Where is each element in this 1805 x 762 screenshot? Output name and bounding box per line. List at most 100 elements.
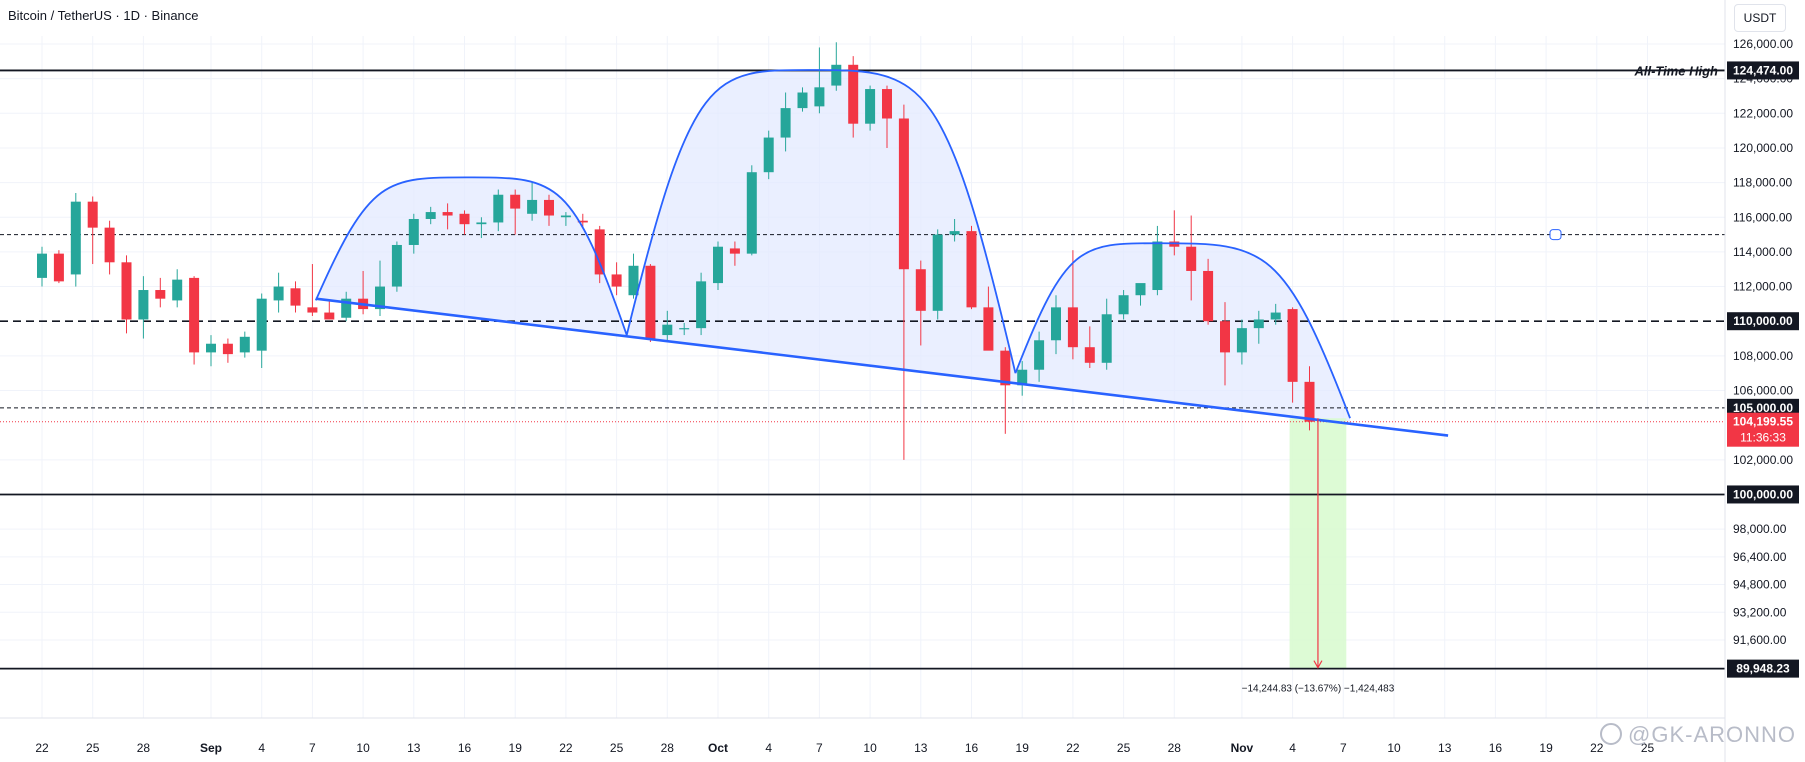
candle-body [797,92,808,109]
candle-body [1067,307,1078,348]
time-tick-label: 16 [965,741,979,755]
candle-body [780,108,791,138]
level-price-tag-label: 100,000.00 [1733,487,1793,501]
pattern-arch [1014,242,1351,419]
candle-body [206,343,216,353]
head-and-shoulders-pattern [314,69,1449,437]
candle-body [1152,241,1163,291]
price-tick-label: 91,600.00 [1733,633,1787,647]
horizontal-levels: All-Time High [0,63,1725,670]
candle-body [932,234,943,311]
chart-title: Bitcoin / TetherUS · 1D · Binance [8,8,199,23]
candle-body [594,229,605,275]
candle-body [1270,312,1281,320]
level-price-tag-label: 124,474.00 [1733,63,1793,77]
pattern-fills [315,69,1351,669]
candle-body [172,279,183,301]
candle-body [544,199,554,216]
candle-body [138,290,149,320]
measurement-tool: −14,244.83 (−13.67%) −1,424,483 [1242,418,1395,695]
candle-body [391,244,402,287]
candle-body [425,212,436,219]
candle-body [814,87,825,107]
all-time-high-label: All-Time High [1633,63,1718,78]
candle-body [966,231,977,308]
candle-body [949,231,960,235]
pattern-arch [625,69,1017,374]
candle-body [375,286,385,310]
time-tick-label: 4 [1289,741,1296,755]
candle-body [1135,283,1146,296]
candle-body [729,248,740,254]
candle-body [915,269,926,311]
candle-body [560,215,571,218]
candle-body [848,64,859,124]
candle-body [104,227,115,263]
time-tick-label: 19 [1016,741,1030,755]
level-price-tag [1727,659,1799,678]
time-tick-label: 22 [1590,741,1604,755]
time-tick-label: 4 [258,741,265,755]
time-tick-label: 19 [1539,741,1553,755]
candle-body [831,64,842,86]
price-tick-label: 114,000.00 [1733,245,1792,259]
pattern-arch [314,176,628,336]
candle-body [1017,369,1028,386]
time-tick-label: 22 [559,741,573,755]
price-tick-label: 98,000.00 [1733,522,1787,536]
watermark: @GK-ARONNO [1600,722,1796,748]
candle-body [239,336,250,353]
level-price-tag [1727,398,1799,417]
candle-body [442,212,453,216]
candle-body [273,286,284,301]
time-tick-label: 13 [407,741,421,755]
price-tick-label: 102,000.00 [1733,453,1793,467]
candle-body [493,194,504,223]
candle-body [87,201,98,228]
level-price-tag-label: 105,000.00 [1733,401,1793,415]
time-tick-label: 16 [458,741,472,755]
time-tick-label: 25 [86,741,100,755]
candle-body [476,222,487,225]
time-tick-label: 28 [1168,741,1182,755]
price-tick-label: 106,000.00 [1733,384,1793,398]
candle-body [1287,309,1298,382]
candle-body [611,274,622,287]
time-tick-label: 7 [1340,741,1347,755]
currency-selector[interactable]: USDT [1734,4,1786,32]
candle-body [290,288,301,306]
candle-body [898,118,909,270]
watermark-icon [1600,723,1622,745]
candle-body [1084,347,1095,363]
time-tick-label: 25 [610,741,624,755]
last-price-tag-label: 104,199.55 [1733,415,1793,429]
candle-body [256,298,267,351]
time-tick-label: 28 [137,741,151,755]
time-axis: 22 25 28 Sep 4 7 10 13 16 19 22 25 28 Oct 4 7 10 13 16 19 22… [0,717,1725,755]
candle-body [662,324,673,336]
price-tick-label: 122,000.00 [1733,106,1793,120]
measure-label: −14,244.83 (−13.67%) −1,424,483 [1242,684,1395,695]
time-tick-label: 19 [509,741,523,755]
candle-body [1051,307,1061,341]
candle-body [577,220,588,223]
time-tick-label: 16 [1489,741,1503,755]
candle-body [459,213,470,225]
price-tick-label: 118,000.00 [1733,176,1792,190]
candle-body [70,201,81,275]
time-tick-label: 25 [1641,741,1655,755]
candle-body [1034,340,1045,370]
time-tick-label: 13 [1438,741,1452,755]
candle-body [882,89,892,119]
candle-body [527,199,538,214]
time-tick-label: 10 [356,741,370,755]
time-tick-label: 4 [765,741,772,755]
candle-body [696,281,707,329]
time-tick-label: 22 [1066,741,1080,755]
candle-body [1203,270,1214,322]
price-tick-label: 126,000.00 [1733,37,1793,51]
time-tick-label: Sep [200,741,222,755]
price-tick-label: 93,200.00 [1733,605,1787,619]
price-tick-label: 120,000.00 [1733,141,1793,155]
